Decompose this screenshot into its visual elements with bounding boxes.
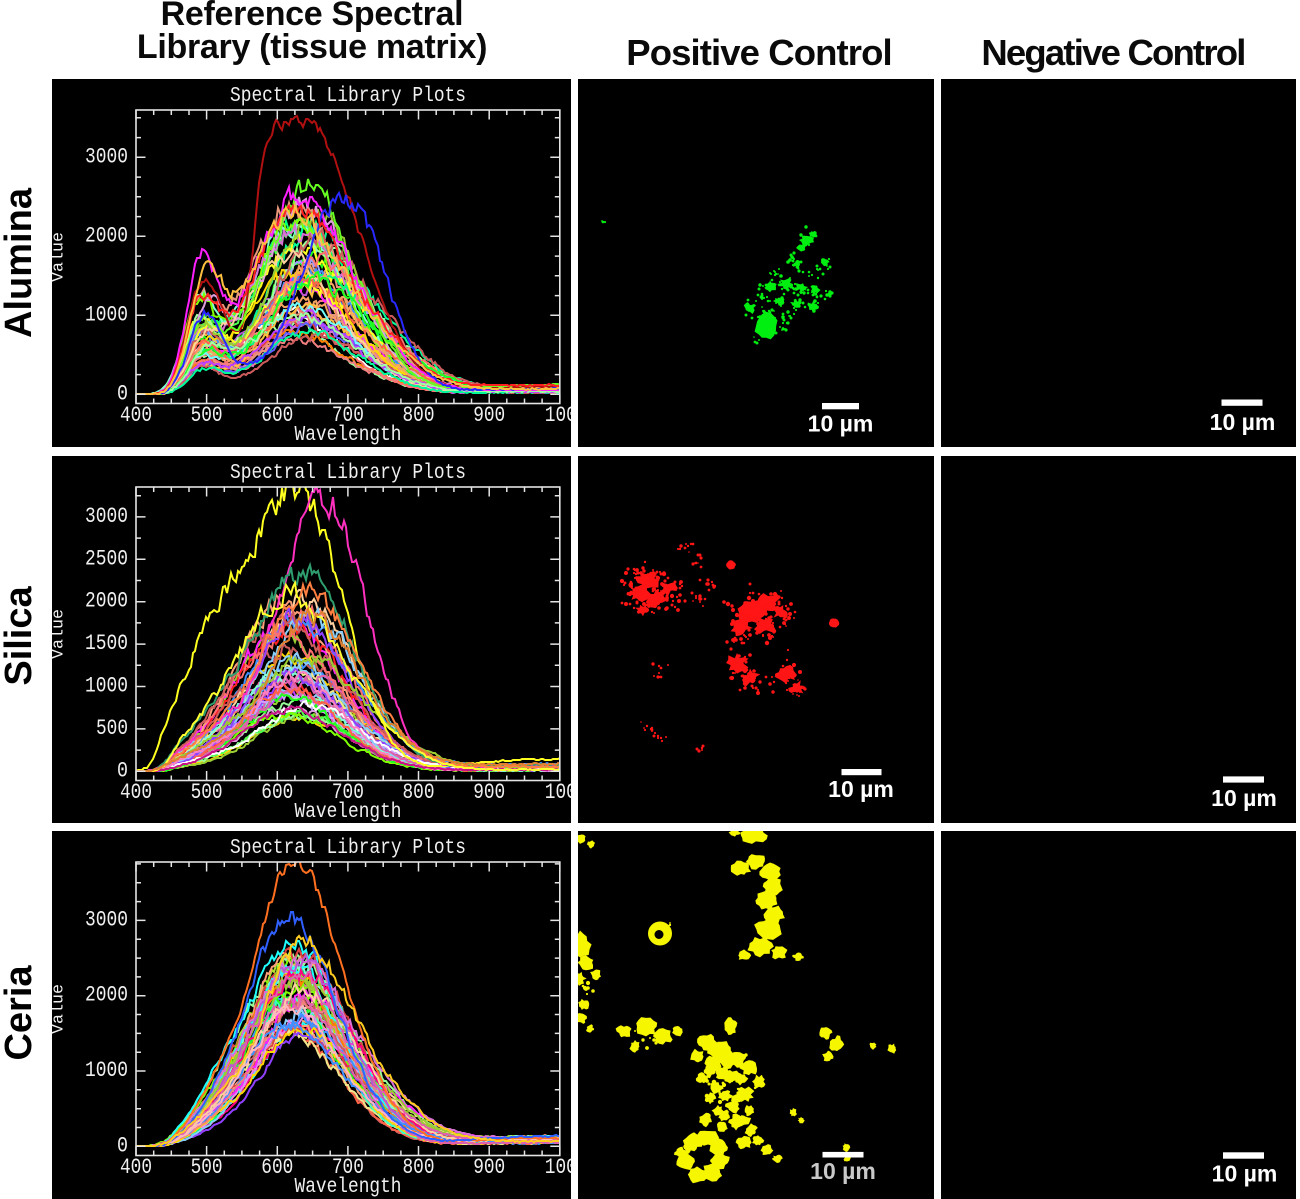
svg-text:1000: 1000 (85, 1058, 128, 1083)
svg-text:3000: 3000 (85, 907, 128, 932)
svg-text:800: 800 (403, 780, 435, 805)
svg-text:2500: 2500 (85, 546, 128, 571)
svg-text:10 µm: 10 µm (1210, 409, 1276, 435)
svg-text:0: 0 (117, 758, 128, 783)
svg-text:Value: Value (52, 984, 69, 1034)
svg-text:Spectral Library Plots: Spectral Library Plots (230, 462, 466, 485)
svg-text:500: 500 (96, 716, 128, 741)
svg-text:900: 900 (473, 1155, 505, 1180)
svg-text:10 µm: 10 µm (808, 411, 874, 437)
svg-text:100: 100 (545, 1155, 571, 1180)
svg-text:3000: 3000 (85, 144, 128, 169)
svg-text:Spectral Library Plots: Spectral Library Plots (230, 837, 466, 860)
svg-text:Wavelength: Wavelength (295, 801, 402, 823)
svg-text:500: 500 (191, 780, 223, 805)
svg-text:1500: 1500 (85, 631, 128, 656)
svg-text:100: 100 (545, 780, 571, 805)
svg-text:100: 100 (545, 403, 571, 428)
svg-text:10 µm: 10 µm (810, 1158, 876, 1184)
svg-text:700: 700 (332, 1155, 364, 1180)
svg-text:10 µm: 10 µm (1212, 1160, 1278, 1186)
svg-text:600: 600 (261, 780, 293, 805)
svg-text:0: 0 (117, 1133, 128, 1158)
svg-text:700: 700 (332, 780, 364, 805)
svg-text:600: 600 (261, 1155, 293, 1180)
svg-text:900: 900 (473, 403, 505, 428)
svg-text:2000: 2000 (85, 223, 128, 248)
svg-text:600: 600 (261, 403, 293, 428)
svg-text:700: 700 (332, 403, 364, 428)
svg-text:Value: Value (52, 232, 69, 282)
svg-text:2000: 2000 (85, 589, 128, 614)
svg-text:3000: 3000 (85, 504, 128, 529)
svg-text:Value: Value (52, 609, 69, 659)
svg-text:Wavelength: Wavelength (295, 424, 402, 447)
svg-text:400: 400 (120, 1155, 152, 1180)
svg-text:Spectral Library Plots: Spectral Library Plots (230, 85, 466, 108)
svg-text:800: 800 (403, 1155, 435, 1180)
svg-text:10 µm: 10 µm (1211, 785, 1277, 811)
svg-text:900: 900 (473, 780, 505, 805)
svg-text:400: 400 (120, 780, 152, 805)
svg-text:500: 500 (191, 403, 223, 428)
svg-text:Wavelength: Wavelength (295, 1176, 402, 1199)
svg-text:400: 400 (120, 403, 152, 428)
svg-text:800: 800 (403, 403, 435, 428)
svg-text:10 µm: 10 µm (828, 776, 894, 802)
svg-text:500: 500 (191, 1155, 223, 1180)
svg-text:1000: 1000 (85, 674, 128, 699)
svg-text:0: 0 (117, 381, 128, 406)
svg-text:2000: 2000 (85, 982, 128, 1007)
svg-text:1000: 1000 (85, 302, 128, 327)
